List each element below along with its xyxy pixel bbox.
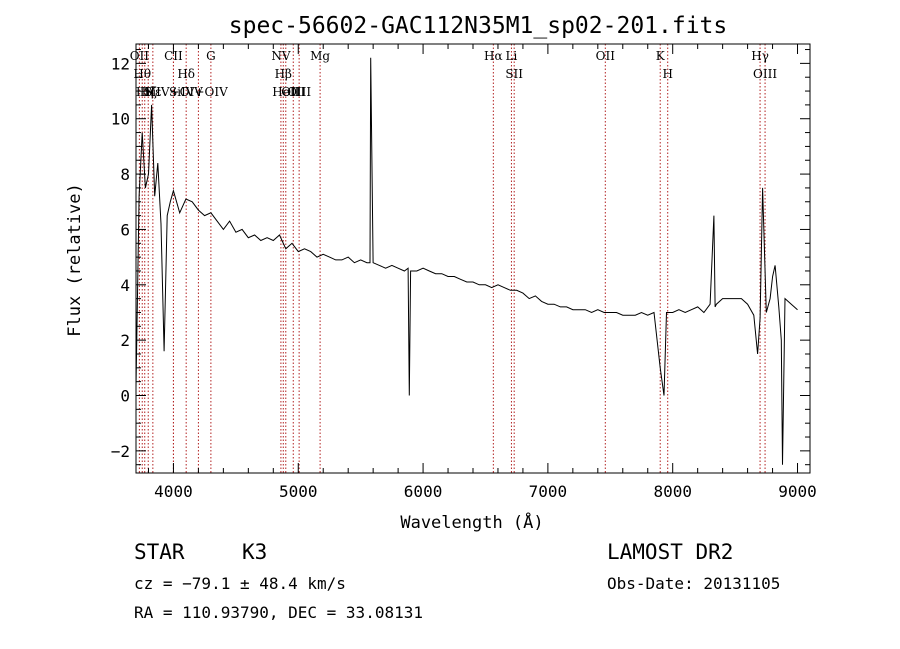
spectral-line-label: K (656, 49, 666, 63)
y-tick-label: 0 (120, 387, 130, 406)
spectral-line-label: Hζ (140, 85, 157, 99)
spectral-line-label: Hβ (275, 67, 292, 81)
spectral-line-label: SiIV+OIV (144, 85, 203, 99)
flux-series (135, 57, 798, 465)
y-tick-label: 6 (120, 220, 130, 239)
spectral-line-label: OII (130, 49, 150, 63)
y-tick-label: 8 (120, 165, 130, 184)
spectral-line-label: OIII (753, 67, 777, 81)
spectral-line-label: Hη (136, 85, 154, 99)
y-tick-label: 2 (120, 331, 130, 350)
spectral-line-label: H (662, 67, 672, 81)
x-axis-label: Wavelength (Å) (400, 511, 543, 533)
x-tick-label: 7000 (529, 482, 568, 501)
spectral-line-label: Hγ (751, 49, 769, 63)
y-tick-label: 12 (111, 54, 130, 73)
spectral-line-label: CII (164, 49, 183, 63)
flux-line (135, 57, 798, 465)
y-tick-label: −2 (111, 442, 130, 461)
y-axis-label: Flux (relative) (65, 183, 85, 337)
ra-dec-coordinates: RA = 110.93790, DEC = 33.08131 (134, 603, 423, 622)
observation-date: Obs-Date: 20131105 (607, 574, 781, 593)
x-axis: 4000 5000 6000 7000 8000 9000 (147, 44, 817, 501)
spectral-line-label: Hε (145, 85, 162, 99)
object-class: STAR (134, 540, 185, 564)
spectral-line-label: Hδ (177, 67, 195, 81)
spectral-line-label: OIII (281, 85, 305, 99)
spectral-line-label: OII (596, 49, 616, 63)
spectral-line-label: Hα (484, 49, 503, 63)
spectral-line-label: Li (506, 49, 518, 63)
y-tick-label: 10 (111, 110, 130, 129)
spectral-line-label: HeII (272, 85, 299, 99)
x-tick-label: 4000 (154, 482, 193, 501)
spectral-line-label: SII (505, 67, 523, 81)
x-tick-label: 8000 (653, 482, 692, 501)
survey-name: LAMOST DR2 (607, 540, 734, 564)
y-axis: −2 0 2 4 6 8 10 12 (111, 49, 810, 466)
x-tick-label: 5000 (279, 482, 318, 501)
x-tick-label: 9000 (778, 482, 817, 501)
y-tick-label: 4 (120, 276, 130, 295)
redshift-cz: cz = −79.1 ± 48.4 km/s (134, 574, 346, 593)
x-tick-label: 6000 (404, 482, 443, 501)
spectral-line-label: G (206, 49, 216, 63)
spectral-line-label: NV (271, 49, 291, 63)
chart-title: spec-56602-GAC112N35M1_sp02-201.fits (229, 13, 728, 39)
object-subclass: K3 (242, 540, 268, 564)
spectral-line-label: Mg (310, 49, 330, 63)
plot-frame (135, 43, 811, 474)
spectral-line-label: OIII (287, 85, 311, 99)
spectral-line-markers (138, 44, 766, 473)
spectral-line-label: SiIV+OIV (169, 85, 228, 99)
